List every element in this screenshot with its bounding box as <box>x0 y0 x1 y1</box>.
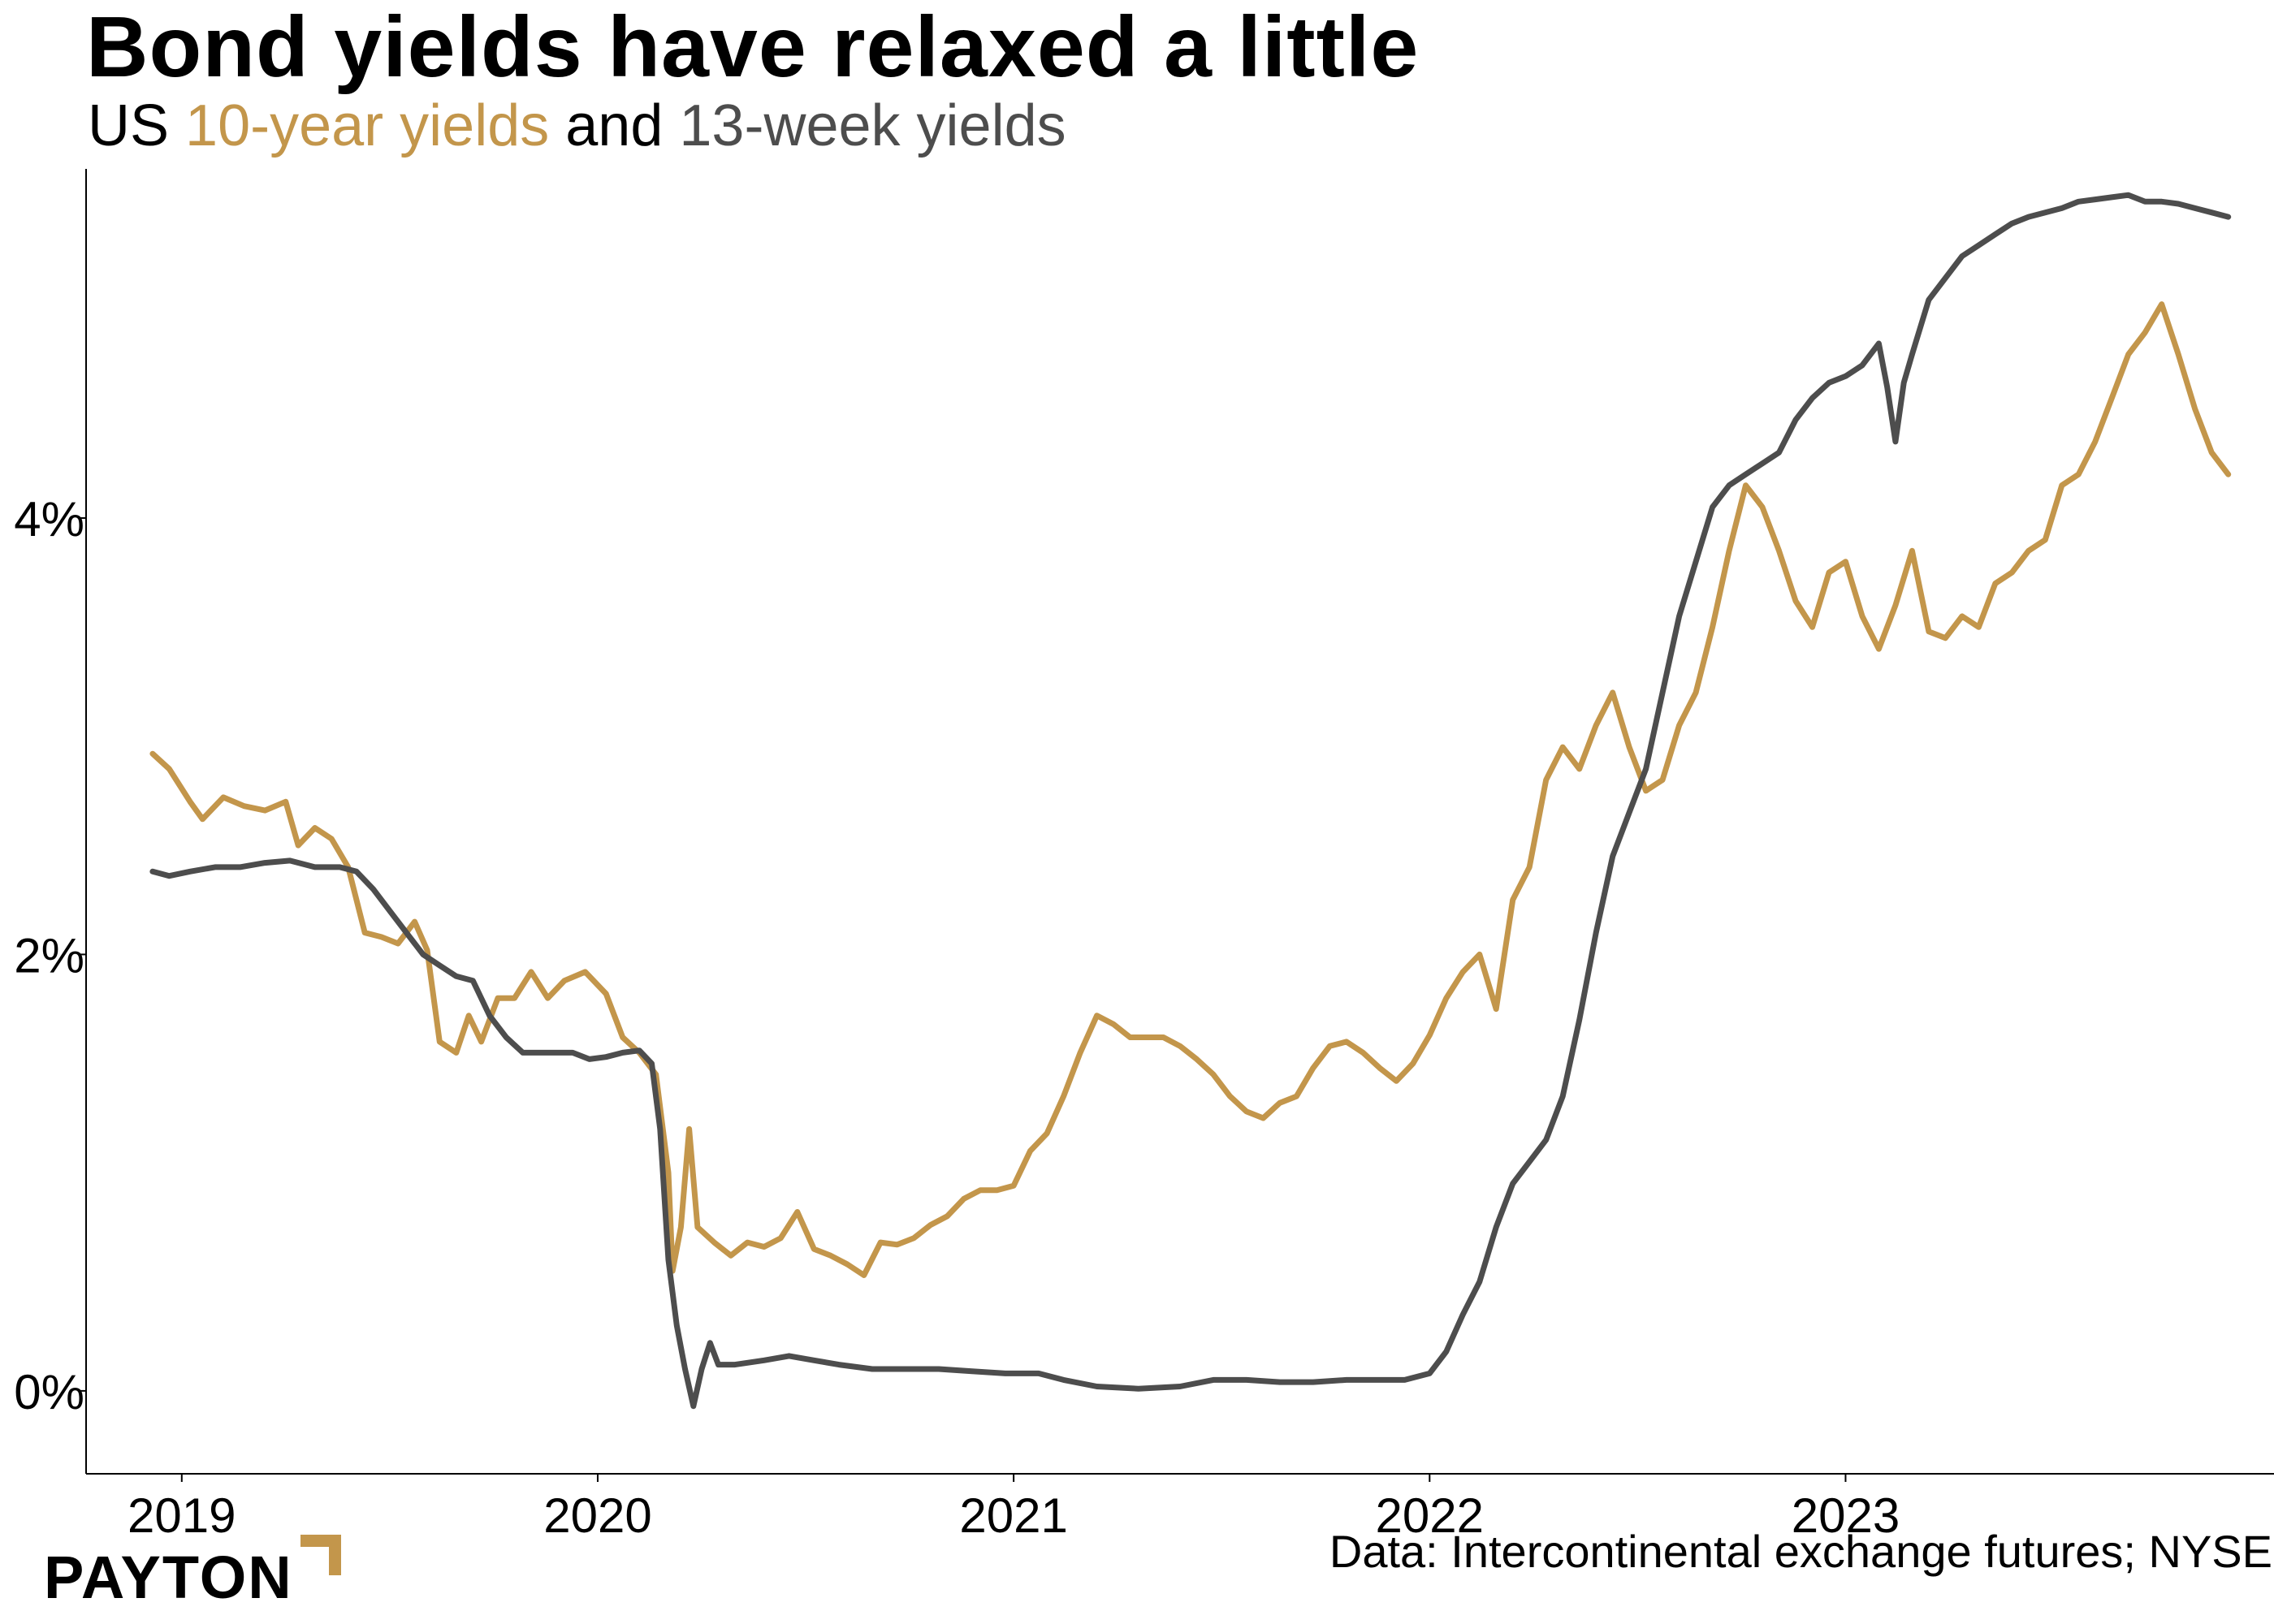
x-tick-label: 2023 <box>1792 1488 1900 1543</box>
subtitle-mid: and <box>549 93 680 158</box>
payton-logo: PAYTON <box>44 1535 352 1624</box>
chart-series <box>149 192 2232 1410</box>
chart-title: Bond yields have relaxed a little <box>86 0 1420 95</box>
x-tick-label: 2021 <box>959 1488 1067 1543</box>
source-note: Data: Intercontinental exchange futures;… <box>1329 1526 2272 1577</box>
y-tick-label: 4% <box>14 492 84 546</box>
legend-ten-year: 10-year yields <box>185 93 550 158</box>
x-tick-label: 2019 <box>128 1488 236 1543</box>
x-tick-label: 2020 <box>543 1488 651 1543</box>
x-tick-label: 2022 <box>1376 1488 1484 1543</box>
chart-axes: 0% 2% 4% 2019 2020 2021 2022 2023 <box>14 169 2274 1543</box>
logo-text: PAYTON <box>44 1544 293 1611</box>
y-tick-label: 0% <box>14 1365 84 1419</box>
chart-subtitle: US 10-year yields and 13-week yields <box>88 91 1066 161</box>
series-line-10-year <box>149 301 2232 1278</box>
subtitle-prefix: US <box>88 93 186 158</box>
y-tick-label: 2% <box>14 928 84 983</box>
legend-thirteen-week: 13-week yields <box>679 93 1066 158</box>
logo-mark-icon <box>300 1535 341 1575</box>
series-line-13-week <box>149 192 2232 1410</box>
